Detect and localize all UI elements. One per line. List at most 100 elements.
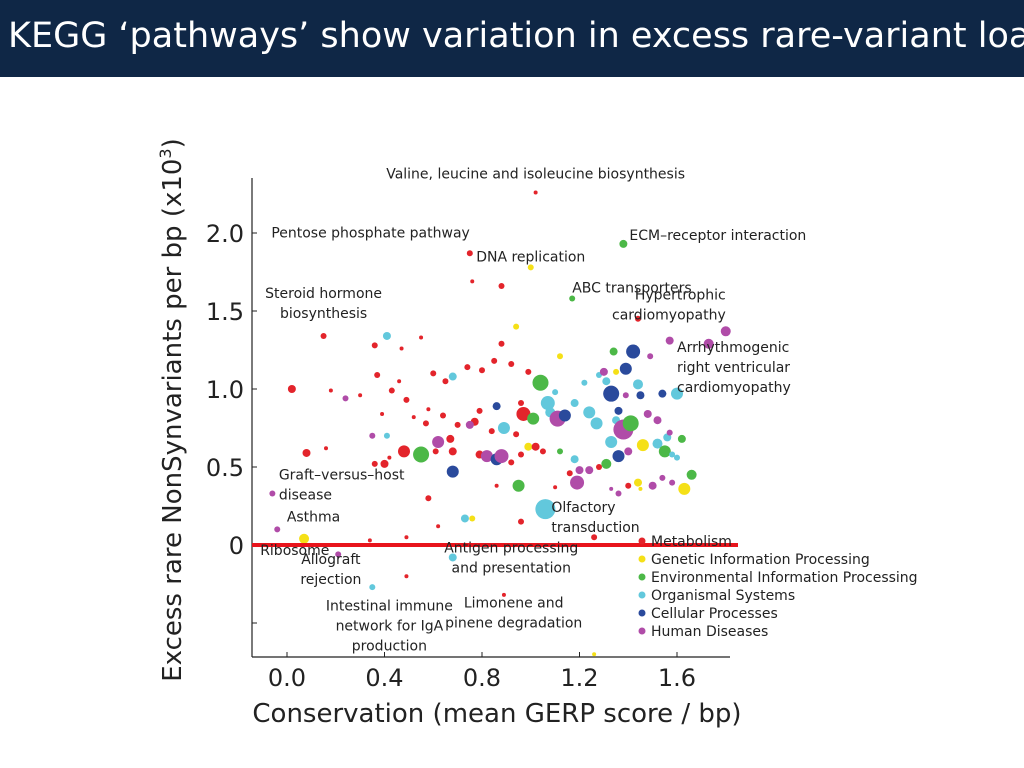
- data-point: [624, 447, 633, 456]
- data-point: [491, 357, 498, 364]
- data-point: [533, 190, 538, 195]
- data-point: [570, 455, 579, 464]
- data-point: [448, 372, 457, 381]
- data-point: [432, 436, 445, 449]
- data-point: [380, 411, 385, 416]
- data-point: [638, 486, 643, 491]
- annotation-label: Olfactory transduction: [551, 500, 639, 536]
- legend-label: Genetic Information Processing: [651, 552, 870, 568]
- data-point: [328, 388, 333, 393]
- annotation-line: Limonene and: [464, 596, 564, 612]
- y-axis-label-sup: 3: [156, 148, 175, 158]
- annotation-label: Limonene and pinene degradation: [445, 596, 582, 632]
- annotation-line: Antigen processing: [444, 541, 578, 557]
- legend-label: Cellular Processes: [651, 606, 778, 622]
- data-point: [426, 407, 431, 412]
- data-point: [636, 391, 645, 400]
- data-point: [527, 264, 534, 271]
- legend-label: Organismal Systems: [651, 588, 795, 604]
- data-point: [320, 332, 327, 339]
- annotation-label: Pentose phosphate pathway: [271, 225, 470, 241]
- data-point: [575, 466, 584, 475]
- data-point: [448, 447, 457, 456]
- data-point: [652, 438, 663, 449]
- annotation-line: ECM–receptor interaction: [629, 228, 806, 244]
- data-point: [653, 416, 662, 425]
- data-point: [531, 442, 540, 451]
- data-point: [569, 295, 576, 302]
- data-point: [488, 428, 495, 435]
- data-point: [479, 367, 485, 374]
- data-point: [518, 518, 524, 525]
- data-point: [371, 342, 378, 349]
- data-point: [403, 396, 410, 403]
- data-point: [508, 459, 515, 466]
- data-point: [634, 478, 642, 487]
- data-point: [508, 361, 515, 368]
- data-point: [601, 458, 612, 469]
- data-point: [404, 535, 409, 540]
- slide-title: KEGG ‘pathways’ show variation in excess…: [8, 16, 1024, 56]
- data-point: [602, 377, 611, 386]
- data-point: [527, 412, 540, 425]
- data-point: [658, 389, 667, 398]
- data-point: [674, 454, 680, 461]
- data-point: [659, 474, 666, 481]
- data-point: [592, 652, 597, 657]
- annotation-label: Valine, leucine and isoleucine biosynthe…: [386, 166, 685, 182]
- annotation-line: Steroid hormone: [265, 286, 382, 302]
- x-tick-label: 0.0: [268, 664, 306, 692]
- data-point: [371, 460, 378, 467]
- data-point: [686, 469, 697, 480]
- data-point: [566, 470, 573, 477]
- data-point: [387, 455, 392, 460]
- legend-label: Human Diseases: [651, 624, 768, 640]
- data-point: [609, 347, 618, 356]
- data-point: [342, 395, 349, 402]
- annotation-label: Ribosome: [260, 543, 329, 559]
- data-point: [466, 250, 473, 257]
- annotation-line: pinene degradation: [445, 616, 582, 632]
- data-point: [619, 239, 628, 248]
- data-point: [448, 553, 457, 562]
- x-axis-label: Conservation (mean GERP score / bp): [252, 699, 741, 729]
- legend-marker: [638, 591, 646, 599]
- data-point: [615, 490, 622, 497]
- chart-axes: 0 0.5 1.0 1.5 2.0 0.0 0.4 0.8 1.2 1.6: [206, 178, 730, 692]
- annotation-label: Steroid hormone biosynthesis: [265, 286, 382, 322]
- data-point: [374, 371, 381, 378]
- annotation-line: production: [352, 638, 427, 654]
- y-axis-label: Excess rare NonSynvariants per bp (x103): [156, 138, 188, 682]
- data-point: [613, 368, 620, 375]
- data-point: [524, 442, 533, 451]
- data-point: [647, 353, 654, 360]
- data-point: [540, 396, 555, 411]
- annotation-line: Arrhythmogenic: [677, 340, 789, 356]
- annotation-line: ABC transporters: [572, 281, 692, 297]
- data-point: [442, 378, 449, 385]
- data-point: [625, 482, 632, 489]
- data-point: [666, 429, 673, 436]
- legend-marker: [638, 627, 646, 635]
- y-axis-label-close: ): [158, 138, 188, 148]
- annotation-line: Allograft: [301, 552, 361, 568]
- data-point: [585, 466, 594, 475]
- data-point: [570, 475, 585, 490]
- data-point: [324, 446, 328, 451]
- data-point: [622, 392, 629, 399]
- annotation-line: right ventricular: [677, 360, 790, 376]
- data-point: [557, 353, 563, 360]
- data-point: [605, 436, 618, 449]
- annotation-line: transduction: [551, 520, 639, 536]
- data-point: [469, 515, 476, 522]
- data-point: [269, 490, 276, 497]
- data-point: [539, 448, 546, 455]
- data-point: [590, 417, 603, 430]
- data-point: [665, 336, 674, 345]
- data-point: [494, 483, 499, 488]
- legend-marker: [638, 555, 646, 563]
- data-point: [335, 551, 342, 558]
- data-point: [446, 465, 459, 478]
- chart-annotations: Valine, leucine and isoleucine biosynthe…: [260, 166, 806, 654]
- data-point: [558, 409, 571, 422]
